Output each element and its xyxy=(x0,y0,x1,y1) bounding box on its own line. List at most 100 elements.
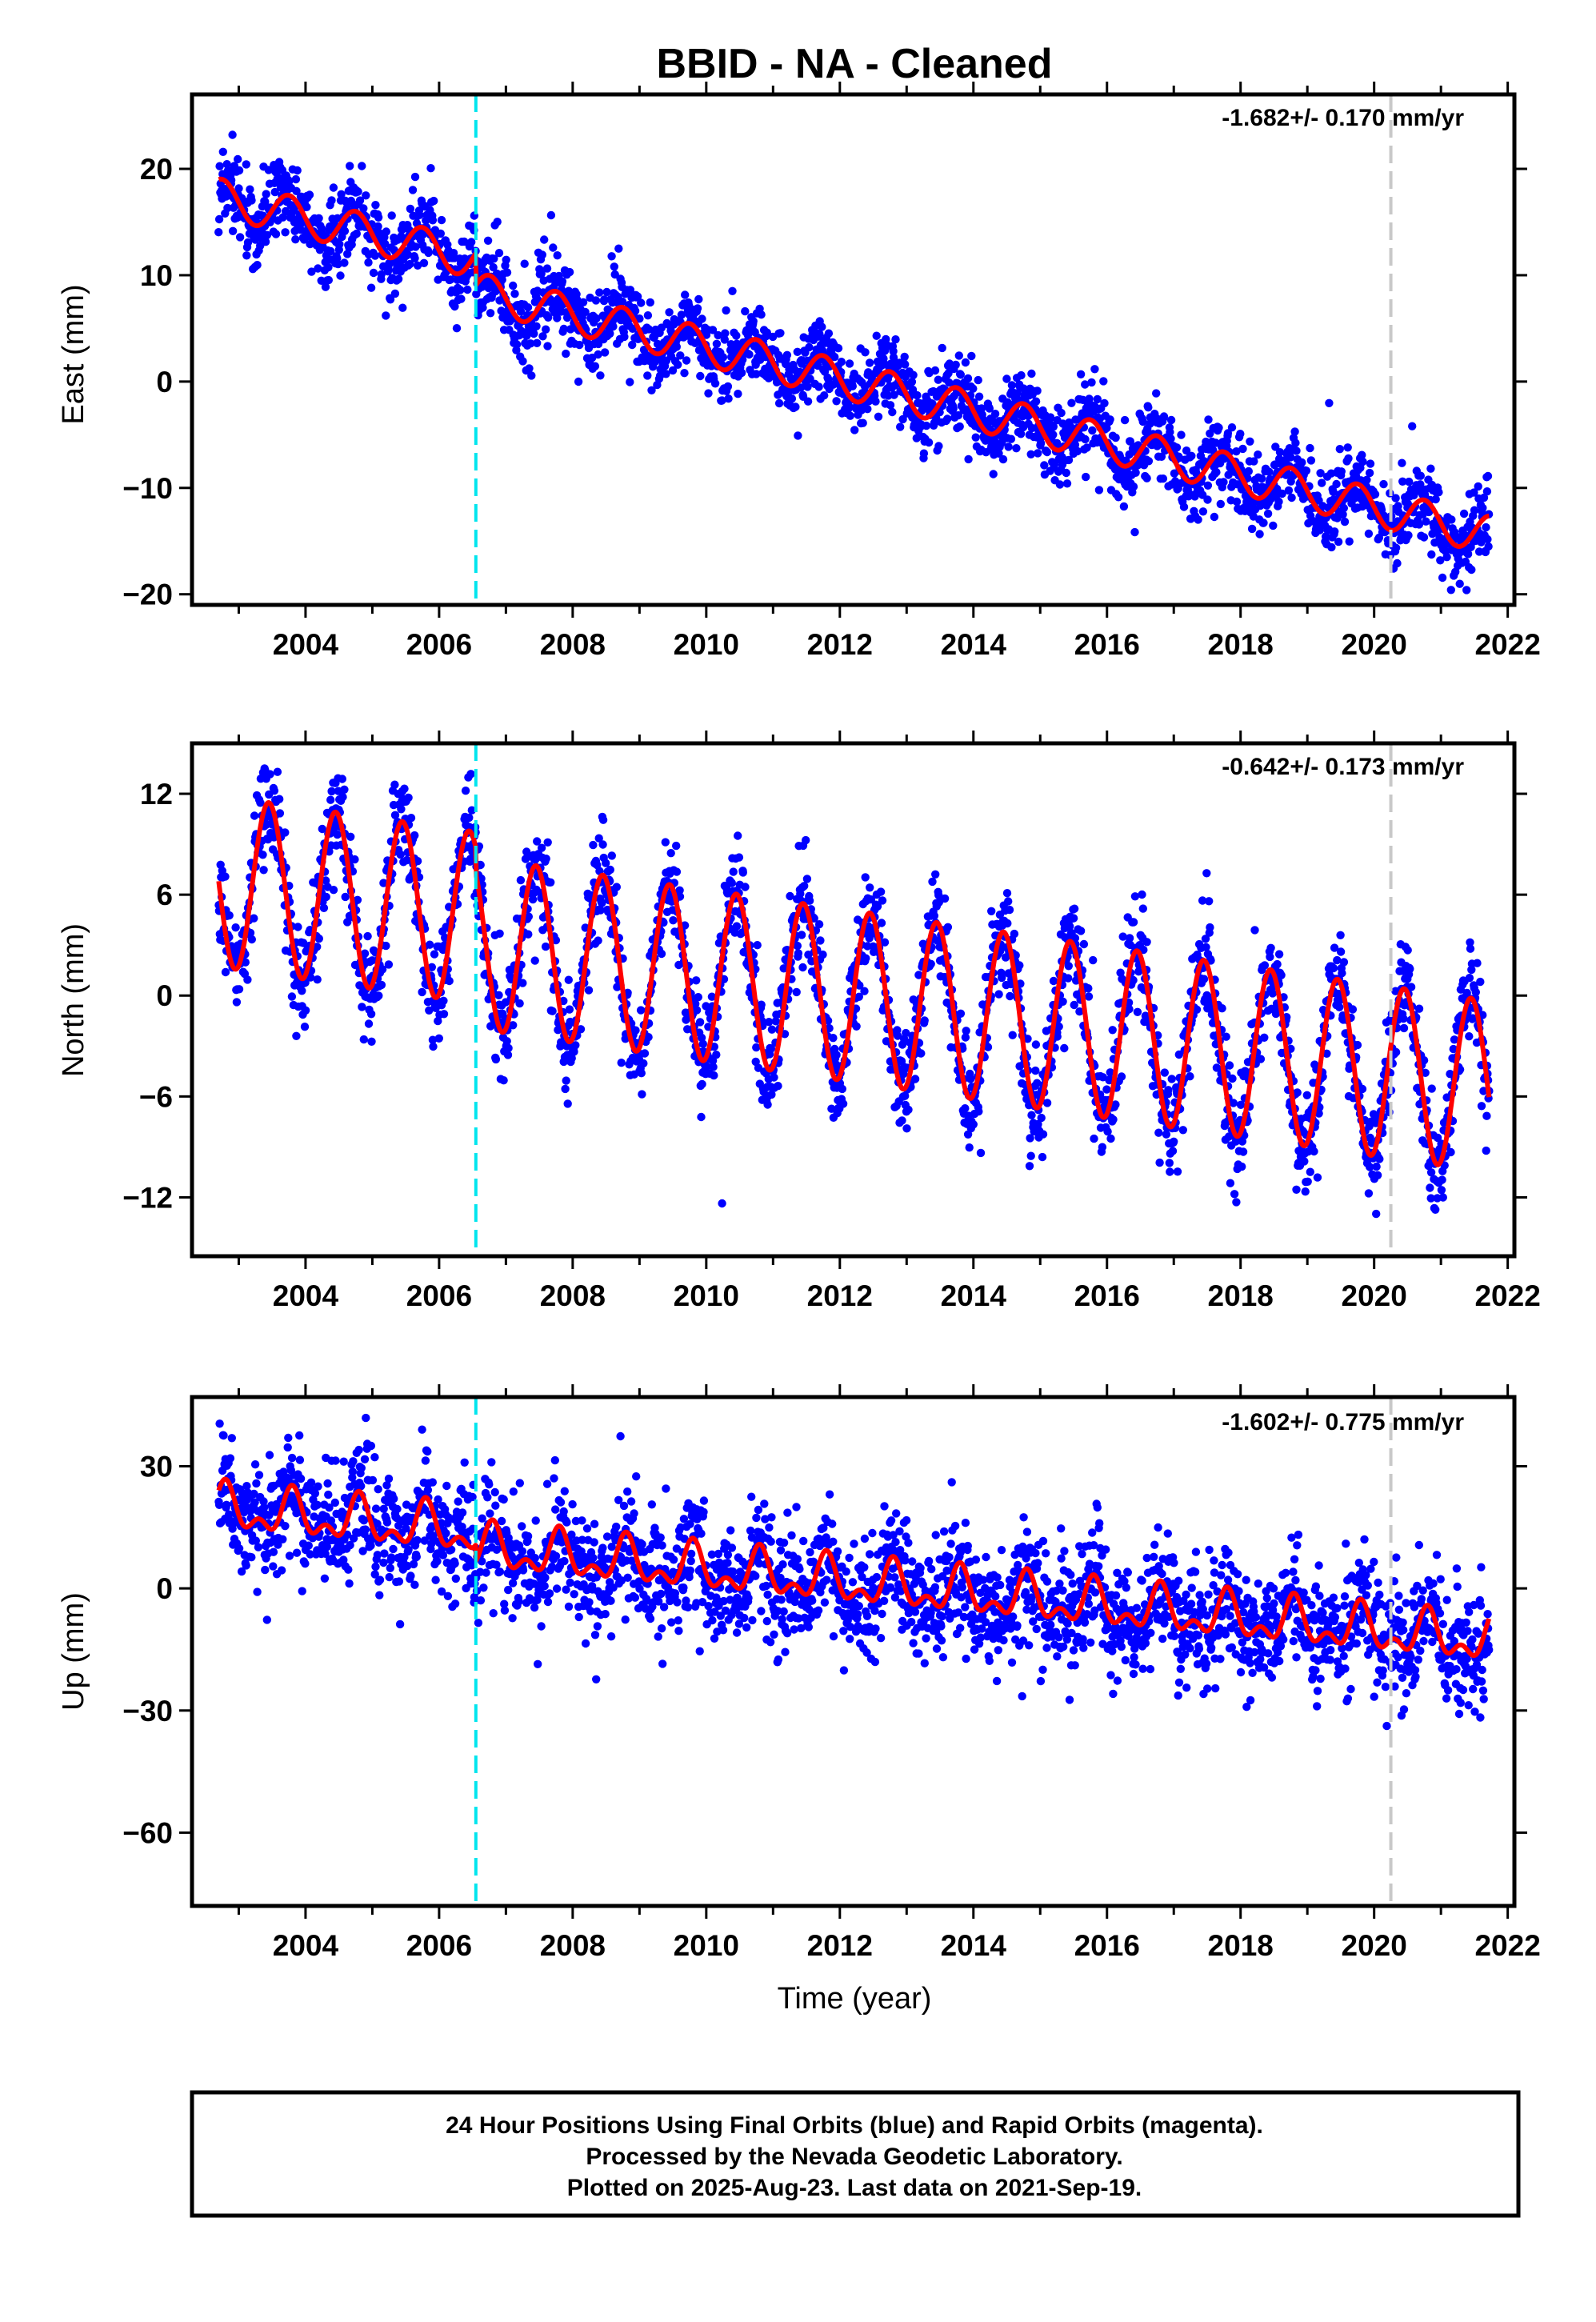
east-data-point xyxy=(607,252,616,261)
east-data-point xyxy=(776,329,785,338)
east-data-point xyxy=(436,229,445,238)
north-data-point xyxy=(1060,1043,1069,1053)
east-data-point xyxy=(602,287,611,297)
east-data-point xyxy=(1216,499,1226,509)
east-data-point xyxy=(1482,487,1492,496)
east-data-point xyxy=(682,356,691,365)
east-data-point xyxy=(463,285,472,294)
east-data-point xyxy=(1345,537,1354,546)
east-data-point xyxy=(749,317,758,326)
east-data-point xyxy=(1004,442,1013,451)
north-data-point xyxy=(969,1120,978,1129)
north-data-point xyxy=(225,911,234,920)
east-data-point xyxy=(674,360,682,369)
east-x-tick-label: 2014 xyxy=(941,628,1007,661)
north-data-point xyxy=(1336,931,1345,940)
north-data-point xyxy=(617,1059,626,1067)
east-data-point xyxy=(762,328,771,337)
east-data-point xyxy=(1434,488,1443,497)
east-data-point xyxy=(1442,553,1451,562)
east-data-point xyxy=(1447,515,1456,524)
east-data-point xyxy=(334,259,342,269)
east-data-point xyxy=(1049,430,1058,439)
east-data-point xyxy=(721,329,730,338)
east-data-point xyxy=(989,470,998,478)
north-plot-area xyxy=(192,743,1514,1256)
north-data-point xyxy=(694,993,702,1002)
north-data-point xyxy=(802,875,812,883)
north-data-point xyxy=(818,950,827,959)
north-data-point xyxy=(965,1143,974,1152)
north-data-point xyxy=(548,1007,557,1015)
north-data-point xyxy=(1250,926,1259,935)
east-data-point xyxy=(890,390,898,399)
north-data-point xyxy=(763,1100,772,1109)
east-data-point xyxy=(1474,482,1482,491)
north-data-point xyxy=(359,1035,368,1044)
east-data-point xyxy=(724,394,733,403)
north-data-point xyxy=(400,784,409,793)
east-data-point xyxy=(1306,456,1316,465)
north-data-point xyxy=(877,919,886,927)
east-data-point xyxy=(1034,449,1042,458)
east-data-point xyxy=(998,454,1008,464)
north-data-point xyxy=(1129,918,1138,927)
east-data-point xyxy=(741,306,750,316)
east-data-point xyxy=(549,243,558,252)
east-data-point xyxy=(510,290,519,298)
north-data-point xyxy=(518,979,527,987)
east-data-point xyxy=(1339,503,1349,513)
east-data-point xyxy=(346,162,354,170)
east-data-point xyxy=(945,378,954,387)
north-data-point xyxy=(1303,1177,1312,1187)
east-data-point xyxy=(336,271,345,280)
north-data-point xyxy=(465,813,474,823)
north-data-point xyxy=(322,892,330,902)
north-data-point xyxy=(502,1037,511,1046)
north-data-point xyxy=(1037,1113,1046,1123)
north-data-point xyxy=(1238,1162,1246,1171)
north-data-point xyxy=(363,931,372,941)
east-data-point xyxy=(1379,479,1388,489)
east-data-point xyxy=(574,377,583,386)
east-data-point xyxy=(1130,527,1139,537)
east-data-point xyxy=(246,185,254,194)
east-data-point xyxy=(1366,459,1375,468)
east-data-point xyxy=(600,348,610,357)
east-x-tick-label: 2018 xyxy=(1208,628,1274,661)
north-data-point xyxy=(287,992,297,1001)
east-data-point xyxy=(214,214,224,224)
east-data-point xyxy=(542,264,552,273)
north-data-point xyxy=(374,991,383,1000)
east-data-point xyxy=(720,335,729,344)
north-data-point xyxy=(516,875,526,885)
east-data-point xyxy=(382,227,390,236)
east-data-point xyxy=(850,426,859,434)
north-data-point xyxy=(429,1042,438,1051)
east-data-point xyxy=(1254,450,1262,459)
east-data-point xyxy=(922,421,931,430)
north-data-point xyxy=(1167,1075,1176,1083)
east-data-point xyxy=(949,404,958,413)
east-data-point xyxy=(1274,497,1283,506)
east-data-point xyxy=(1062,479,1072,488)
east-data-point xyxy=(1246,437,1254,446)
east-data-point xyxy=(247,196,256,205)
east-data-point xyxy=(1002,374,1011,383)
north-data-point xyxy=(738,868,747,877)
north-data-point xyxy=(1006,991,1014,1001)
east-data-point xyxy=(1144,403,1153,412)
east-data-point xyxy=(1111,433,1120,442)
east-data-point xyxy=(242,160,250,169)
east-data-point xyxy=(520,259,529,268)
north-data-point xyxy=(638,1090,646,1099)
east-data-point xyxy=(1247,524,1257,534)
east-data-point xyxy=(281,228,290,237)
east-data-point xyxy=(490,254,498,263)
north-data-point xyxy=(439,996,448,1006)
east-data-point xyxy=(575,340,584,350)
east-data-point xyxy=(961,358,970,367)
north-data-point xyxy=(338,775,346,783)
east-data-point xyxy=(871,397,880,406)
north-data-point xyxy=(637,1069,646,1078)
